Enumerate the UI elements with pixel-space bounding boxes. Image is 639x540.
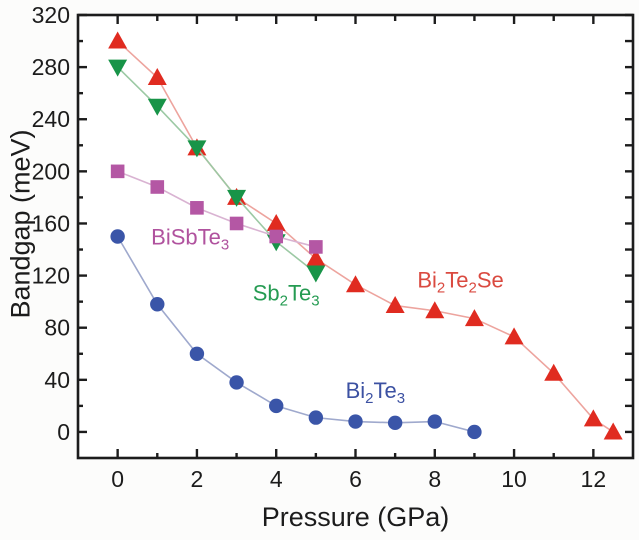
marker-bi2te2se [306,249,326,267]
series-label-bi2te2se: Bi2Te2Se [417,267,503,296]
marker-bi2te2se [108,31,128,49]
marker-bi2te3 [387,415,403,431]
x-tick-label: 8 [428,466,441,492]
plot-area [78,15,633,458]
marker-bi2te2se [147,68,167,86]
y-tick-label: 200 [32,158,70,184]
marker-bi2te2se [266,213,286,231]
series-bisbte3: BiSbTe3​ [110,164,323,254]
marker-bi2te2se [544,363,564,381]
marker-bisbte3 [190,201,204,215]
y-tick-label: 160 [32,210,70,236]
marker-bi2te3 [348,414,363,429]
plot-frame [76,13,635,460]
y-tick-label: 320 [32,2,70,28]
marker-bi2te3 [427,414,442,429]
marker-bisbte3 [229,216,244,231]
marker-bisbte3 [150,180,165,194]
series-bi2te3: Bi2Te3​ [110,229,482,440]
marker-sb2te3 [187,140,207,158]
marker-bisbte3 [269,229,284,244]
y-tick-label: 40 [44,367,70,393]
marker-sb2te3 [108,59,128,77]
marker-bisbte3 [110,164,125,179]
marker-bi2te2se [385,296,405,314]
marker-bi2te3 [269,398,284,414]
y-tick-label: 240 [32,106,70,132]
marker-bi2te2se [583,409,603,427]
x-tick-label: 6 [349,466,362,492]
x-axis-title: Pressure (GPa) [261,502,450,532]
marker-sb2te3 [227,189,247,207]
marker-bi2te2se [346,275,365,293]
marker-bi2te2se [603,422,623,440]
y-axis-title: Bandgap (meV) [5,129,36,319]
marker-bi2te3 [229,375,244,390]
y-tick-label: 0 [57,419,70,445]
y-tick-label: 280 [32,54,70,80]
marker-bi2te2se [425,301,445,319]
marker-bi2te3 [150,297,165,312]
x-tick-label: 0 [111,466,124,492]
series-label-bi2te3: Bi2Te3​ [346,378,406,407]
marker-bi2te3 [308,410,324,425]
x-tick-label: 12 [581,466,607,492]
y-tick-label: 120 [32,263,70,289]
series-label-bisbte3: BiSbTe3​ [151,225,229,254]
marker-bi2te3 [110,229,125,244]
series-bi2te2se: Bi2Te2Se [108,31,623,440]
x-tick-label: 4 [270,466,283,492]
series-label-sb2te3: Sb2Te3​ [253,281,320,310]
marker-sb2te3 [147,98,167,116]
marker-bi2te3 [467,424,482,440]
marker-bi2te2se [464,309,484,327]
marker-sb2te3 [306,265,326,283]
series-line-bi2te3 [116,236,475,433]
series-sb2te3: Sb2Te3​ [108,59,326,310]
y-tick-label: 80 [44,315,70,341]
x-tick-label: 10 [501,466,527,492]
marker-bi2te2se [504,327,524,345]
x-tick-label: 2 [191,466,204,492]
marker-bisbte3 [309,240,323,254]
marker-bi2te3 [189,346,205,361]
